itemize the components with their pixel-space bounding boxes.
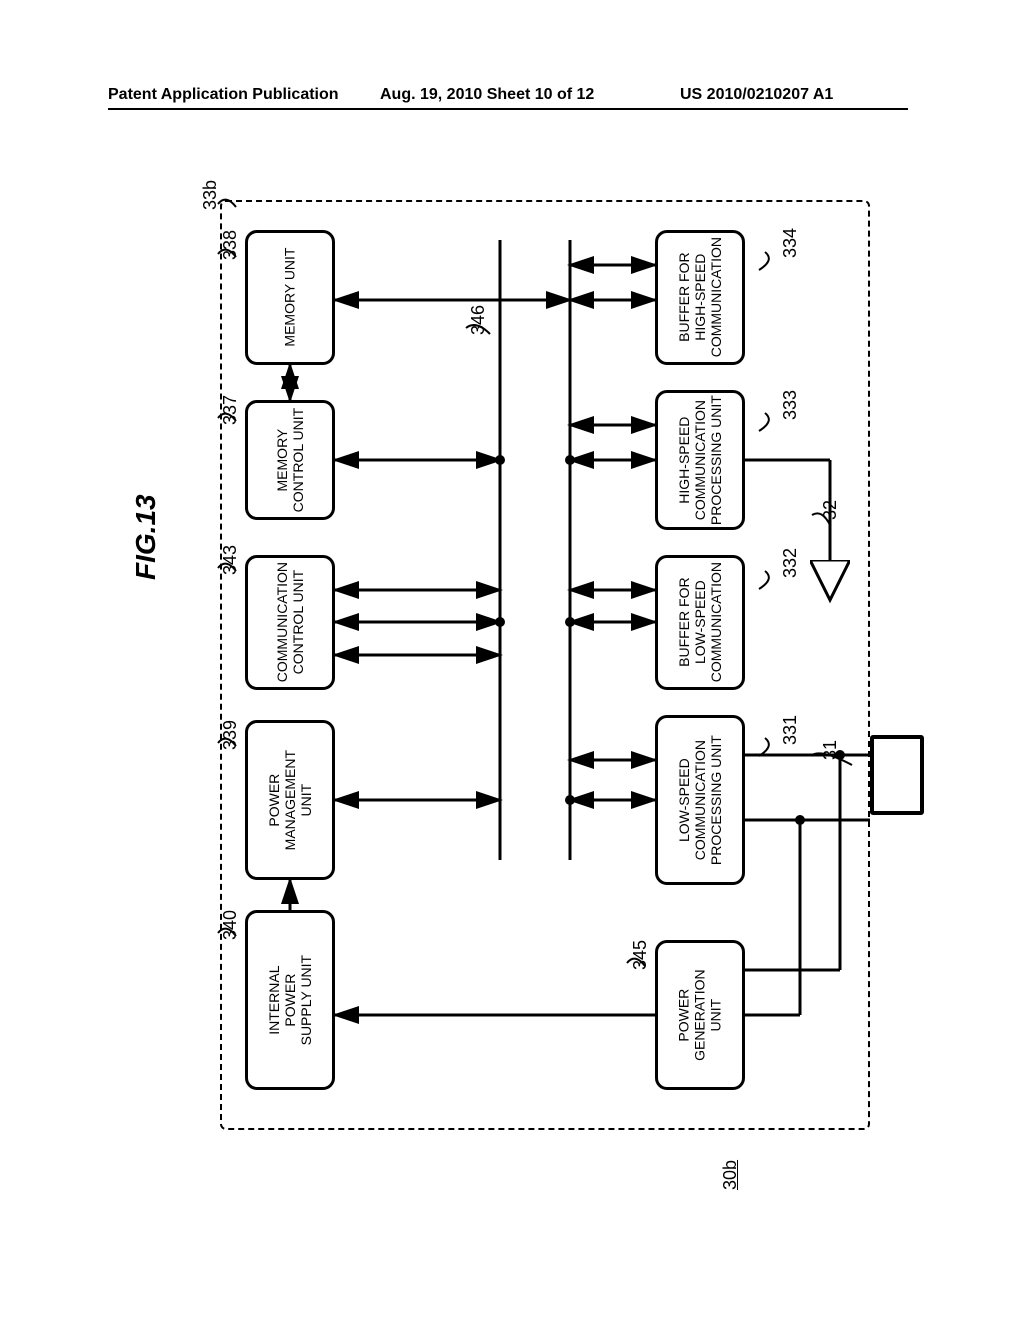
header-rule — [108, 108, 908, 110]
hs-antenna-icon — [810, 560, 850, 611]
header-mid-text: Aug. 19, 2010 Sheet 10 of 12 — [380, 86, 594, 104]
wiring-layer — [100, 160, 924, 1240]
figure-13: FIG.13 INTERNALPOWERSUPPLY UNIT POWERMAN… — [100, 160, 924, 1240]
header-right-text: US 2010/0210207 A1 — [680, 86, 833, 104]
header-left-text: Patent Application Publication — [108, 86, 339, 104]
